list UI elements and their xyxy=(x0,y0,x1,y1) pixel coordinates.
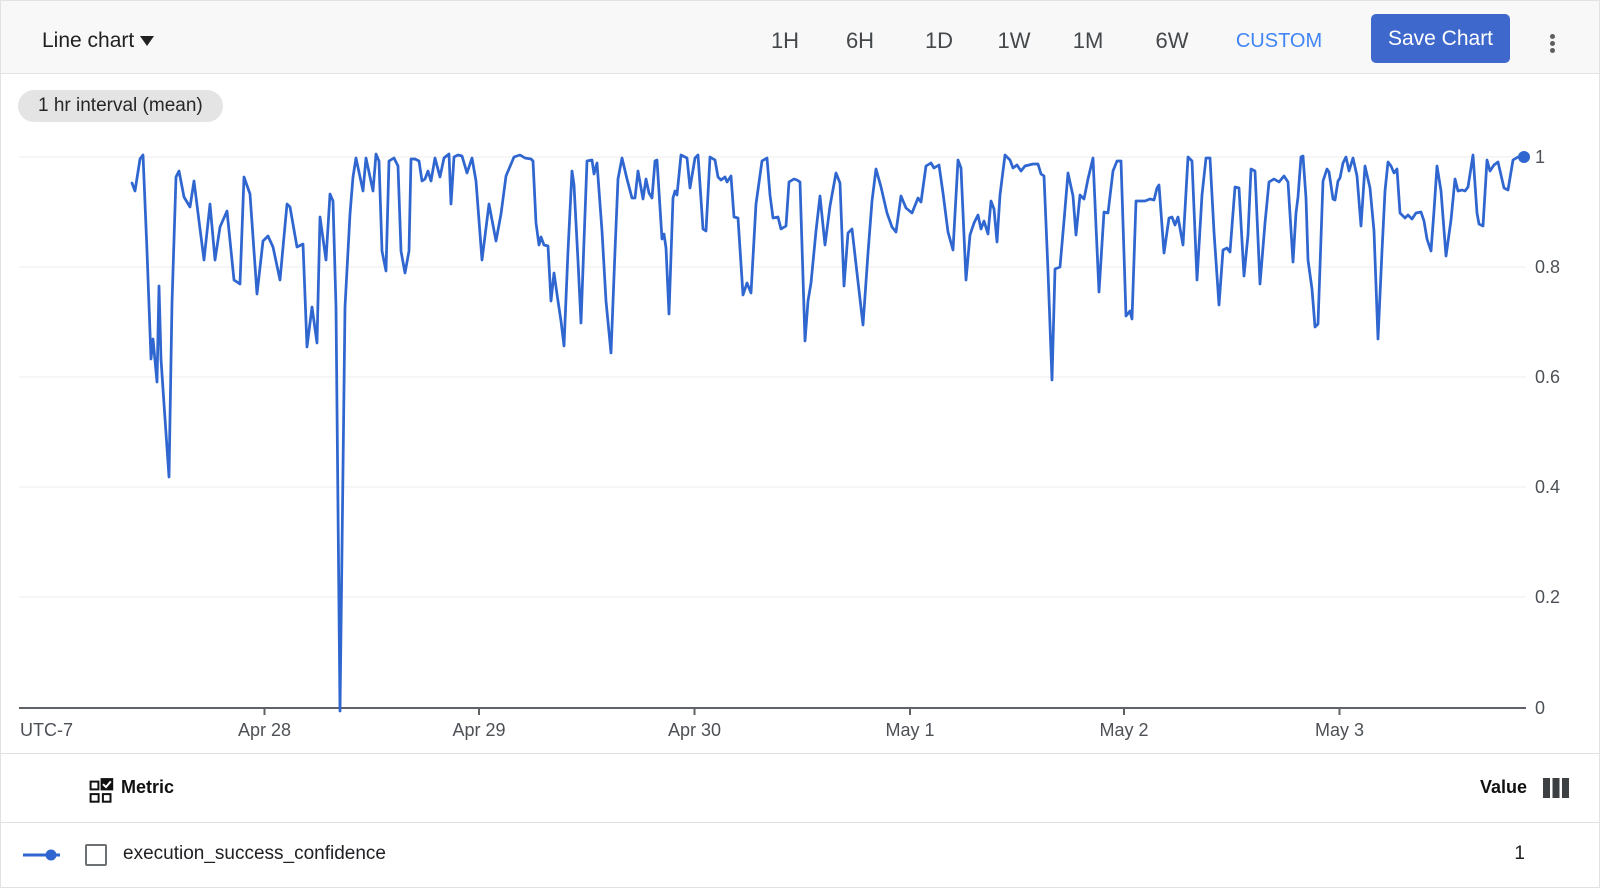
svg-text:May 3: May 3 xyxy=(1315,720,1364,740)
svg-text:1: 1 xyxy=(1535,147,1545,167)
svg-text:Apr 28: Apr 28 xyxy=(238,720,291,740)
svg-text:May 1: May 1 xyxy=(885,720,934,740)
svg-text:May 2: May 2 xyxy=(1099,720,1148,740)
svg-text:0: 0 xyxy=(1535,698,1545,718)
svg-text:0.2: 0.2 xyxy=(1535,587,1560,607)
svg-text:0.6: 0.6 xyxy=(1535,367,1560,387)
svg-text:0.4: 0.4 xyxy=(1535,477,1560,497)
svg-text:Apr 29: Apr 29 xyxy=(452,720,505,740)
svg-text:UTC-7: UTC-7 xyxy=(20,720,73,740)
svg-text:0.8: 0.8 xyxy=(1535,257,1560,277)
svg-text:Apr 30: Apr 30 xyxy=(668,720,721,740)
